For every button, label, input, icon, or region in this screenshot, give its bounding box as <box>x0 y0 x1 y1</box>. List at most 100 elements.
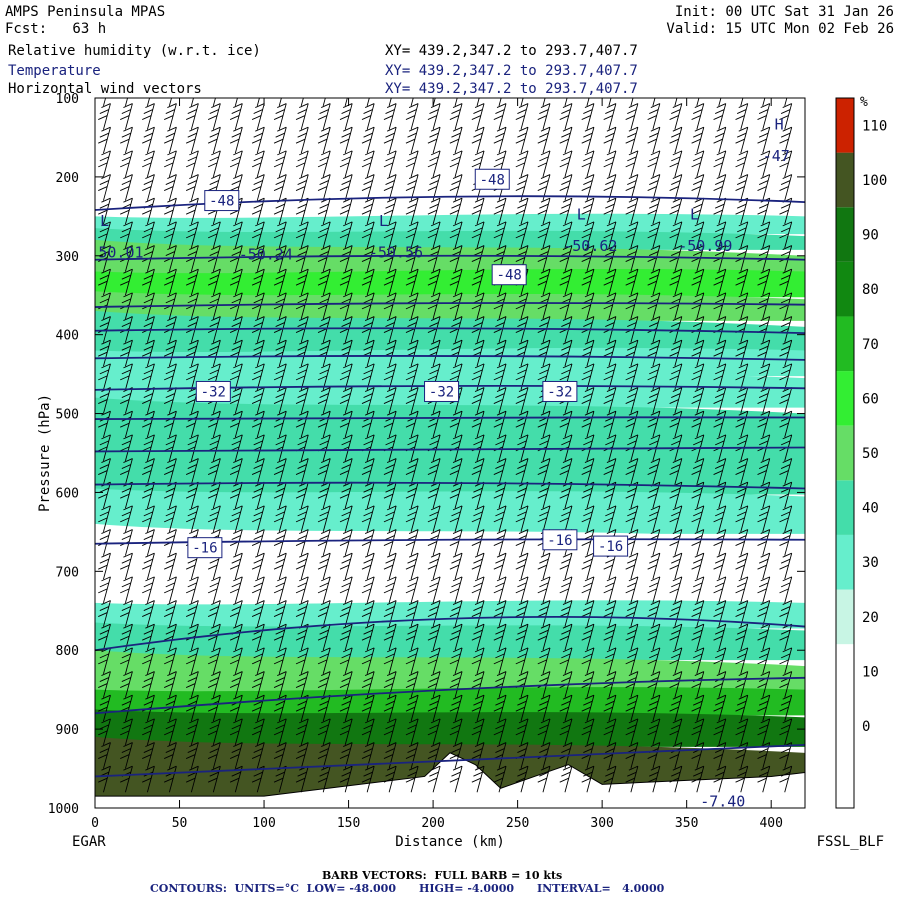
extremum-label: -50.24 <box>239 246 293 264</box>
wind-barb <box>317 174 331 201</box>
wind-barb <box>449 150 463 178</box>
wind-barb <box>669 150 683 178</box>
wind-barb <box>427 150 441 178</box>
wind-barb <box>625 671 639 698</box>
model-title: AMPS Peninsula MPAS <box>5 4 166 20</box>
wind-barb <box>669 458 683 485</box>
wind-barb <box>234 98 238 107</box>
wind-barb <box>669 387 683 414</box>
wind-barb <box>669 718 683 746</box>
wind-barb <box>757 126 771 154</box>
wind-barb <box>779 103 793 130</box>
contour-label: -16 <box>593 535 629 557</box>
wind-barb <box>449 576 463 604</box>
wind-barb <box>98 387 111 414</box>
wind-barb <box>251 600 265 627</box>
wind-barb <box>740 98 744 107</box>
wind-barb <box>559 268 573 296</box>
wind-barb <box>427 103 441 130</box>
y-tick-label: 200 <box>56 171 79 186</box>
wind-barb <box>185 458 199 485</box>
wind-barb <box>273 221 287 249</box>
wind-barb <box>537 221 551 249</box>
wind-barb <box>537 150 551 178</box>
wind-barb <box>317 245 331 272</box>
wind-barb <box>295 292 309 320</box>
wind-barb <box>625 126 639 154</box>
wind-barb <box>537 268 551 296</box>
y-tick-label: 600 <box>56 486 79 501</box>
wind-barb <box>449 647 463 675</box>
wind-barb <box>273 765 287 793</box>
wind-barb <box>581 387 595 414</box>
wind-barb <box>251 363 265 391</box>
wind-barb <box>207 742 221 769</box>
wind-barb <box>405 694 419 722</box>
wind-barb <box>120 458 133 485</box>
wind-barb <box>317 363 331 391</box>
colorbar-swatch <box>836 534 854 590</box>
valid-time: Valid: 15 UTC Mon 02 Feb 26 <box>666 21 894 37</box>
wind-barb <box>757 103 771 130</box>
wind-barb <box>779 363 793 391</box>
wind-barb <box>608 98 612 107</box>
wind-barb <box>273 600 287 627</box>
wind-barb <box>471 268 485 296</box>
rh-band <box>95 687 805 716</box>
wind-barb <box>625 765 639 793</box>
rh-band <box>95 709 805 747</box>
wind-barb <box>471 387 485 414</box>
wind-barb <box>361 103 375 130</box>
wind-barb <box>163 647 177 675</box>
wind-barb <box>163 458 177 485</box>
wind-barb <box>163 221 177 249</box>
wind-barb <box>339 387 353 414</box>
wind-barb <box>163 600 177 627</box>
wind-barb <box>339 221 353 249</box>
wind-barb <box>98 742 111 769</box>
wind-barb <box>713 529 727 556</box>
x-tick-label: 400 <box>759 816 782 831</box>
wind-barb <box>383 245 397 272</box>
wind-barb <box>163 623 177 651</box>
contour-label: -48 <box>491 264 527 286</box>
wind-barb <box>273 387 287 414</box>
wind-barb <box>317 552 331 580</box>
wind-barb <box>142 174 155 201</box>
wind-barb <box>120 150 133 178</box>
wind-barb <box>366 98 370 107</box>
wind-barb <box>361 576 375 604</box>
temperature-contour <box>95 327 805 334</box>
wind-barb <box>520 98 524 107</box>
wind-barb <box>647 339 661 367</box>
wind-barb <box>317 647 331 675</box>
wind-barb <box>120 126 133 154</box>
wind-barb <box>295 363 309 391</box>
wind-barb <box>691 292 705 320</box>
wind-barb <box>603 694 617 722</box>
rh-band <box>95 622 805 661</box>
wind-barb <box>273 268 287 296</box>
x-tick-label: 200 <box>421 816 444 831</box>
y-tick-label: 500 <box>56 408 79 423</box>
wind-barb <box>163 671 177 698</box>
wind-barb <box>251 458 265 485</box>
wind-barb <box>339 505 353 533</box>
wind-barb <box>339 103 353 130</box>
wind-barb <box>98 221 111 249</box>
rh-band <box>95 600 805 629</box>
wind-barb <box>493 197 507 225</box>
wind-barb <box>515 623 529 651</box>
wind-barb <box>405 742 419 769</box>
wind-barb <box>405 221 419 249</box>
wind-barb <box>691 718 705 746</box>
wind-barb <box>537 623 551 651</box>
wind-barb <box>142 268 155 296</box>
colorbar-label: 90 <box>862 228 879 244</box>
wind-barb <box>251 742 265 769</box>
wind-barb <box>718 98 722 107</box>
wind-barb <box>383 316 397 343</box>
wind-barb <box>779 292 793 320</box>
wind-barb <box>383 221 397 249</box>
wind-barb <box>471 742 485 769</box>
